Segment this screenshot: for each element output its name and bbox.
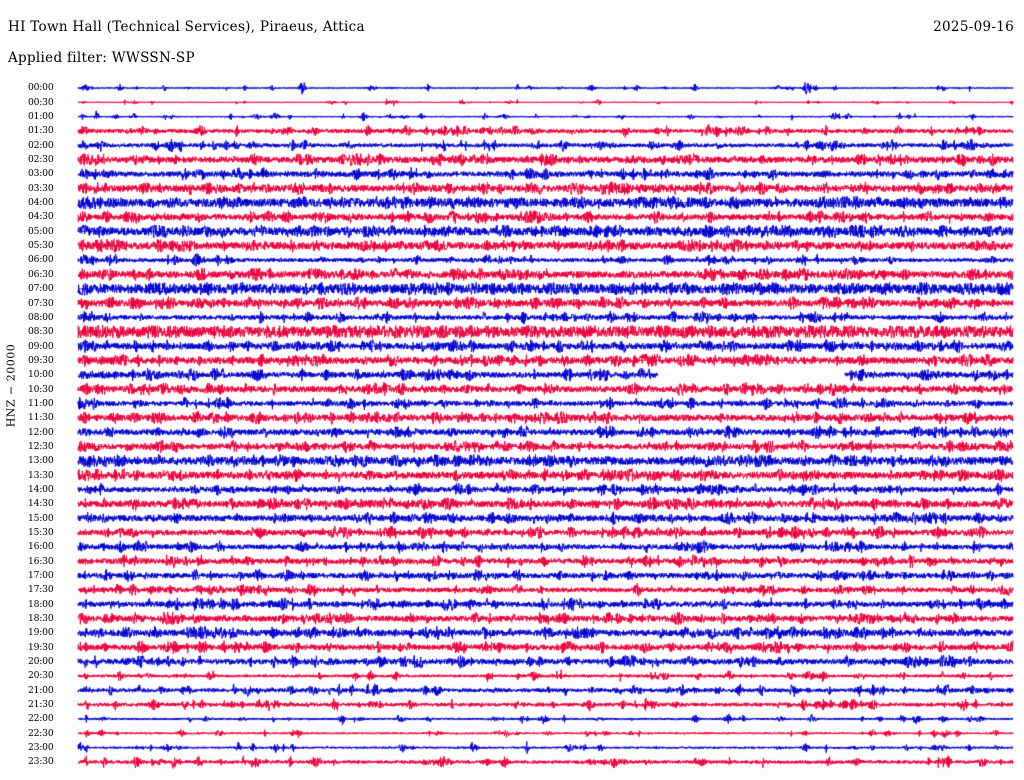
time-label: 12:00 xyxy=(28,426,54,438)
time-label: 13:30 xyxy=(28,469,54,481)
time-label: 18:00 xyxy=(28,598,54,610)
time-label: 00:30 xyxy=(28,96,54,108)
time-label: 21:00 xyxy=(28,684,54,696)
time-label: 11:00 xyxy=(28,397,54,409)
time-label: 14:00 xyxy=(28,483,54,495)
time-label: 18:30 xyxy=(28,612,54,624)
time-label: 01:00 xyxy=(28,111,54,123)
time-label: 19:30 xyxy=(28,641,54,653)
time-label: 23:30 xyxy=(28,756,54,768)
time-label: 08:30 xyxy=(28,326,54,338)
time-label: 02:30 xyxy=(28,154,54,166)
time-label: 22:30 xyxy=(28,727,54,739)
time-label: 17:30 xyxy=(28,584,54,596)
time-label: 06:30 xyxy=(28,268,54,280)
time-label: 11:30 xyxy=(28,412,54,424)
time-label: 00:00 xyxy=(28,82,54,94)
time-label: 01:30 xyxy=(28,125,54,137)
time-label: 05:30 xyxy=(28,240,54,252)
time-label: 13:00 xyxy=(28,455,54,467)
time-label: 04:00 xyxy=(28,197,54,209)
time-label: 03:00 xyxy=(28,168,54,180)
time-label: 20:00 xyxy=(28,656,54,667)
time-label: 17:00 xyxy=(28,569,54,581)
time-label: 23:00 xyxy=(28,742,54,754)
time-label: 02:00 xyxy=(28,139,54,151)
time-label: 09:00 xyxy=(28,340,54,352)
time-label: 12:30 xyxy=(28,440,54,452)
time-label: 21:30 xyxy=(28,699,54,711)
time-label: 10:00 xyxy=(28,369,54,381)
time-label: 05:00 xyxy=(28,225,54,237)
time-label: 06:00 xyxy=(28,254,54,266)
time-label: 22:00 xyxy=(28,713,54,725)
time-label: 10:30 xyxy=(28,383,54,395)
time-label: 16:00 xyxy=(28,541,54,553)
time-label: 20:30 xyxy=(28,670,54,682)
time-label: 07:00 xyxy=(28,283,54,295)
time-label: 09:30 xyxy=(28,354,54,366)
time-label: 07:30 xyxy=(28,297,54,309)
time-label: 04:30 xyxy=(28,211,54,223)
time-label: 16:30 xyxy=(28,555,54,567)
time-label: 19:00 xyxy=(28,627,54,639)
time-label: 03:30 xyxy=(28,182,54,194)
time-label: 14:30 xyxy=(28,498,54,510)
time-label: 15:00 xyxy=(28,512,54,524)
time-label: 08:00 xyxy=(28,311,54,323)
time-label: 15:30 xyxy=(28,526,54,538)
